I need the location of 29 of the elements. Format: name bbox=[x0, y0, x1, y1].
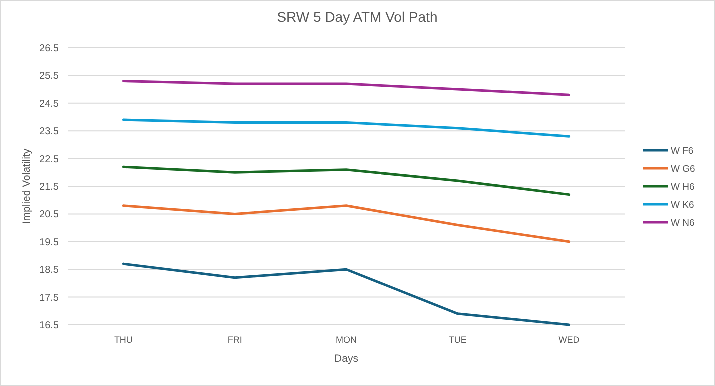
x-tick-label: THU bbox=[114, 335, 133, 345]
y-tick-label: 26.5 bbox=[40, 44, 60, 54]
x-tick-label: WED bbox=[558, 335, 580, 345]
y-tick-label: 19.5 bbox=[40, 237, 60, 248]
y-tick-label: 20.5 bbox=[40, 210, 60, 221]
y-tick-label: 16.5 bbox=[40, 320, 60, 332]
x-tick-label: MON bbox=[336, 335, 357, 345]
y-tick-label: 23.5 bbox=[40, 126, 60, 138]
y-tick-label: 25.5 bbox=[40, 71, 60, 82]
y-tick-label: 17.5 bbox=[40, 292, 60, 304]
y-tick-label: 18.5 bbox=[40, 265, 60, 276]
y-tick-label: 24.5 bbox=[40, 98, 60, 110]
line-series bbox=[122, 204, 571, 244]
y-tick-label: 22.5 bbox=[40, 154, 60, 166]
line-series bbox=[122, 118, 571, 138]
line-series bbox=[122, 262, 571, 326]
legend-label: W H6 bbox=[671, 182, 695, 193]
legend-label: W N6 bbox=[671, 218, 695, 229]
y-tick-label: 21.5 bbox=[40, 182, 60, 193]
legend-label: W F6 bbox=[671, 146, 694, 157]
line-series bbox=[122, 80, 571, 96]
x-axis-title: Days bbox=[334, 353, 358, 365]
line-series bbox=[122, 166, 571, 196]
chart-title: SRW 5 Day ATM Vol Path bbox=[277, 9, 438, 25]
x-tick-label: TUE bbox=[448, 335, 467, 345]
legend-label: W K6 bbox=[671, 200, 694, 211]
legend-label: W G6 bbox=[671, 164, 696, 175]
x-tick-label: FRI bbox=[228, 335, 242, 345]
y-axis-title: Implied Volatility bbox=[21, 148, 33, 224]
